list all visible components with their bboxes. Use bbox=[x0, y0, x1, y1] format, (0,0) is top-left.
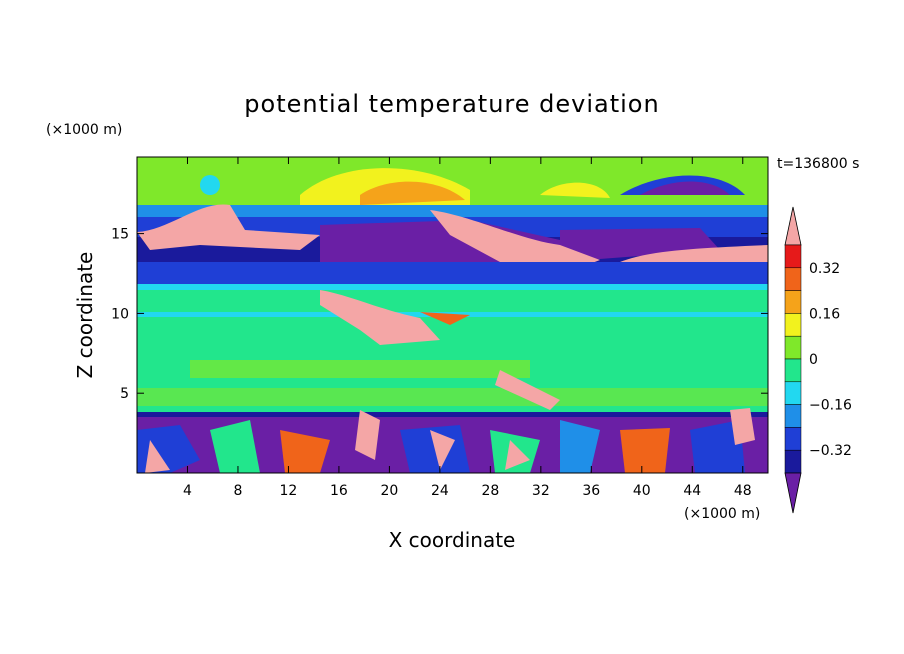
x-tick-label: 48 bbox=[734, 483, 752, 499]
colorbar-bin bbox=[784, 358, 802, 383]
colorbar-bin bbox=[784, 449, 802, 474]
colorbar-bin bbox=[784, 404, 802, 428]
colorbar-tick-label: 0.16 bbox=[809, 306, 840, 322]
colorbar-tick-label: 0 bbox=[809, 352, 818, 368]
x-tick-label: 12 bbox=[280, 483, 298, 499]
colorbar-bin bbox=[784, 427, 802, 451]
colorbar: 0.32 0.16 0 −0.16 −0.32 bbox=[784, 206, 852, 514]
colorbar-bin bbox=[784, 244, 802, 269]
colorbar-high-triangle bbox=[784, 206, 802, 246]
plot-frame bbox=[136, 156, 769, 474]
colorbar-low-triangle bbox=[784, 472, 802, 514]
colorbar-bin bbox=[784, 335, 802, 360]
colorbar-bin bbox=[784, 381, 802, 405]
y-tick-label: 5 bbox=[120, 386, 129, 402]
chart-title: potential temperature deviation bbox=[244, 90, 659, 118]
colorbar-bin bbox=[784, 267, 802, 291]
x-tick-label: 24 bbox=[431, 483, 449, 499]
y-tick-label: 15 bbox=[111, 227, 129, 243]
y-unit-label: (×1000 m) bbox=[46, 122, 122, 138]
heatmap-field bbox=[137, 157, 768, 473]
x-tick-label: 36 bbox=[582, 483, 600, 499]
x-tick-label: 8 bbox=[233, 483, 242, 499]
colorbar-tick-label: −0.32 bbox=[809, 443, 852, 459]
x-tick-label: 32 bbox=[532, 483, 550, 499]
y-axis: 5 10 15 bbox=[111, 227, 768, 402]
x-tick-label: 4 bbox=[183, 483, 192, 499]
y-tick-label: 10 bbox=[111, 306, 129, 322]
x-axis-label: X coordinate bbox=[389, 528, 516, 552]
x-axis: 4 8 12 16 20 24 28 32 36 40 44 48 bbox=[183, 157, 752, 499]
x-tick-label: 40 bbox=[633, 483, 651, 499]
time-label: t=136800 s bbox=[777, 156, 859, 172]
x-unit-label: (×1000 m) bbox=[684, 506, 760, 522]
colorbar-tick-label: −0.16 bbox=[809, 398, 852, 414]
y-axis-label: Z coordinate bbox=[73, 252, 97, 379]
x-tick-label: 28 bbox=[481, 483, 499, 499]
colorbar-bin bbox=[784, 290, 802, 314]
x-tick-label: 20 bbox=[380, 483, 398, 499]
colorbar-bin bbox=[784, 313, 802, 337]
colorbar-tick-label: 0.32 bbox=[809, 261, 840, 277]
x-tick-label: 44 bbox=[683, 483, 701, 499]
x-tick-label: 16 bbox=[330, 483, 348, 499]
